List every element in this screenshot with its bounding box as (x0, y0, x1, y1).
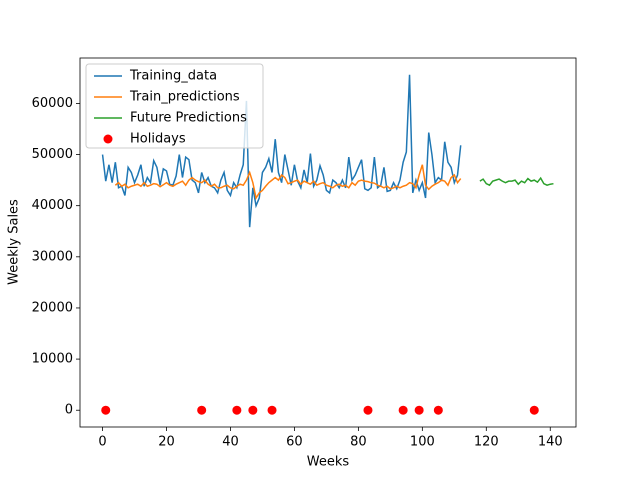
legend-label: Future Predictions (130, 111, 247, 126)
legend-label: Training_data (129, 69, 217, 84)
holiday-marker (363, 405, 373, 415)
x-tick-label: 120 (474, 435, 499, 450)
plot-frame (79, 57, 577, 428)
x-axis-label: Weeks (307, 455, 350, 470)
legend-label: Holidays (130, 132, 186, 147)
holiday-marker (248, 405, 258, 415)
series-line (114, 164, 462, 200)
series-line (479, 176, 554, 187)
legend-marker (103, 134, 113, 144)
y-tick-label: 10000 (32, 352, 73, 367)
x-tick-label: 140 (538, 435, 563, 450)
x-tick-label: 60 (286, 435, 303, 450)
x-tick-label: 80 (350, 435, 367, 450)
holiday-marker (101, 405, 111, 415)
y-tick-label: 50000 (32, 147, 73, 162)
y-tick-label: 60000 (32, 96, 73, 111)
x-tick-label: 40 (222, 435, 239, 450)
legend-box (85, 63, 264, 149)
y-tick-label: 0 (65, 403, 73, 418)
holiday-marker (267, 405, 277, 415)
holiday-marker (398, 405, 408, 415)
y-axis-label: Weekly Sales (7, 199, 22, 285)
y-tick-label: 40000 (32, 198, 73, 213)
holiday-marker (414, 405, 424, 415)
y-tick-label: 30000 (32, 249, 73, 264)
holiday-marker (197, 405, 207, 415)
legend-label: Train_predictions (129, 90, 240, 105)
holiday-marker (529, 405, 539, 415)
y-tick-label: 20000 (32, 300, 73, 315)
holiday-marker (232, 405, 242, 415)
x-tick-label: 20 (158, 435, 175, 450)
holiday-marker (433, 405, 443, 415)
series-line (101, 74, 462, 228)
x-tick-label: 0 (98, 435, 106, 450)
x-tick-label: 100 (410, 435, 435, 450)
